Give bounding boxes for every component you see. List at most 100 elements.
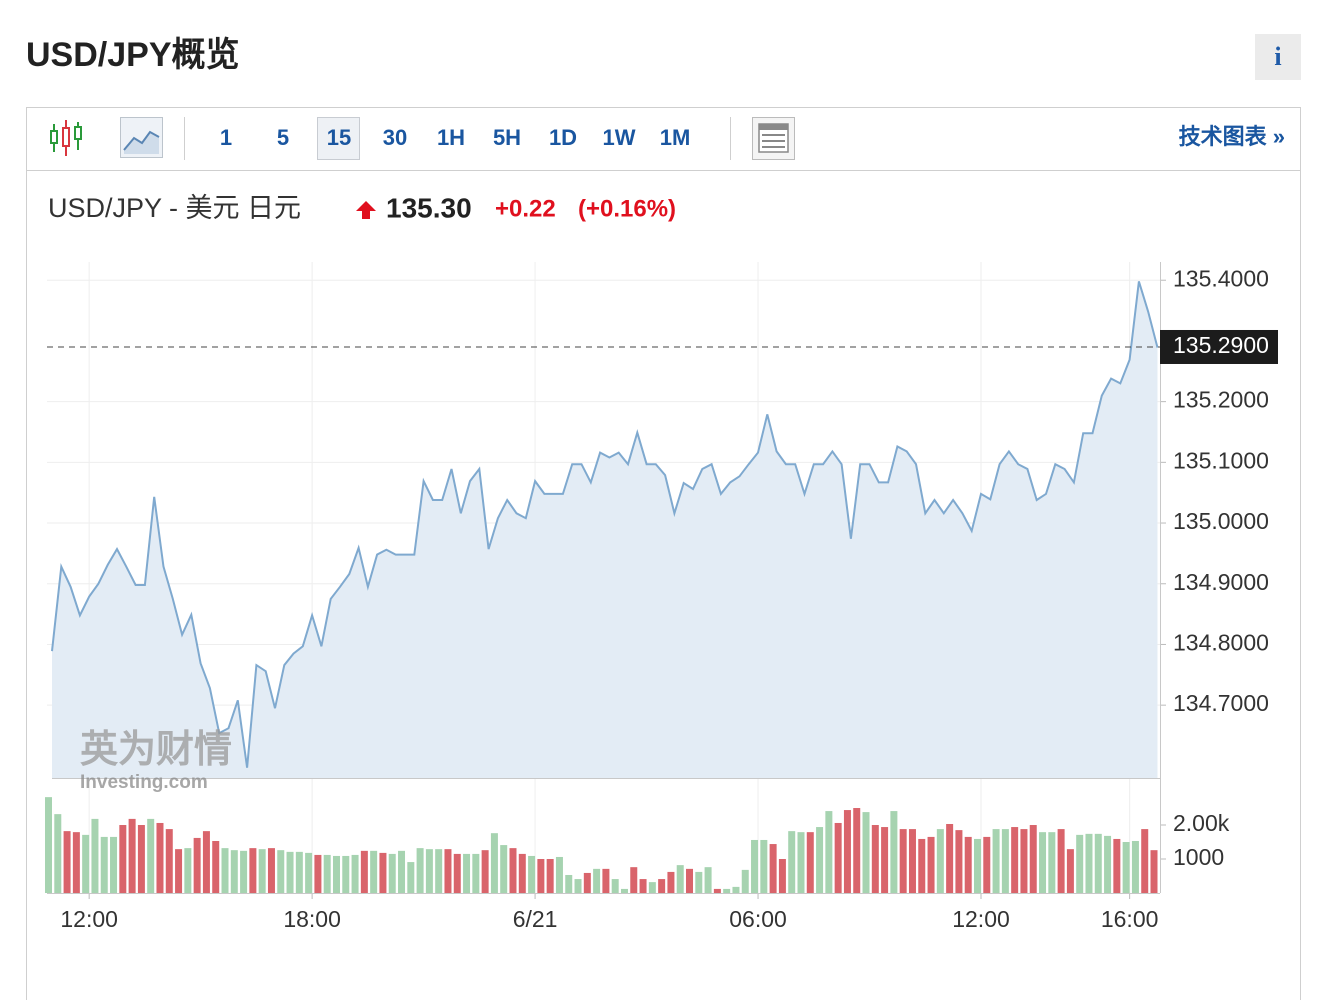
interval-button[interactable]: 30	[383, 125, 407, 150]
volume-bar	[546, 859, 554, 893]
volume-bar	[751, 839, 759, 893]
volume-bar	[769, 844, 777, 893]
volume-bar	[230, 850, 238, 893]
interval-button[interactable]: 1D	[549, 125, 577, 150]
volume-bar	[1085, 833, 1093, 893]
volume-bar	[1048, 832, 1056, 893]
volume-bar	[1029, 825, 1037, 893]
volume-bar	[816, 827, 824, 893]
y-tick-label: 134.8000	[1173, 630, 1269, 656]
volume-bar	[788, 831, 796, 893]
active-interval-box	[317, 117, 360, 160]
volume-bar	[72, 832, 80, 893]
up-arrow	[356, 201, 376, 219]
volume-bar	[388, 853, 396, 893]
volume-bar	[537, 859, 545, 893]
technical-chart-link[interactable]: 技术图表 »	[1179, 124, 1285, 149]
x-tick-label: 6/21	[513, 906, 558, 932]
volume-bar	[992, 829, 1000, 893]
interval-button[interactable]: 1M	[660, 125, 691, 150]
volume-bar	[1150, 850, 1158, 893]
volume-bar	[240, 850, 248, 893]
volume-bar	[175, 849, 183, 893]
volume-bar	[648, 882, 656, 893]
volume-bar	[955, 830, 963, 893]
current-price-label: 135.2900	[1173, 332, 1269, 358]
volume-bar	[741, 869, 749, 893]
volume-bar	[602, 868, 610, 893]
volume-bar	[528, 855, 536, 893]
volume-bar	[1104, 835, 1112, 893]
y-tick-label: 134.9000	[1173, 569, 1269, 595]
volume-bar	[100, 836, 108, 893]
x-tick-label: 12:00	[60, 906, 118, 932]
volume-bar	[137, 825, 145, 893]
info-button[interactable]	[1255, 34, 1301, 80]
volume-bar	[128, 818, 136, 893]
volume-bar	[82, 834, 90, 893]
volume-bar	[332, 855, 340, 893]
price-area	[52, 281, 1158, 778]
interval-button[interactable]: 5	[277, 125, 289, 150]
last-price: 135.30	[386, 192, 472, 223]
volume-bar	[881, 827, 889, 893]
volume-bar	[918, 838, 926, 893]
volume-bar	[1020, 829, 1028, 893]
volume-bar	[630, 867, 638, 893]
volume-bar	[1066, 849, 1074, 893]
volume-bar	[54, 814, 62, 893]
volume-bar	[193, 837, 201, 893]
info-icon[interactable]: i	[1274, 42, 1281, 71]
price-change-percent: (+0.16%)	[578, 195, 676, 222]
volume-bar	[518, 853, 526, 893]
volume-bar	[964, 836, 972, 893]
volume-bar	[555, 856, 563, 893]
volume-bar	[1122, 842, 1130, 893]
volume-bar	[165, 829, 173, 893]
volume-bar	[360, 850, 368, 893]
volume-bar	[323, 854, 331, 893]
current-price-box	[1160, 329, 1278, 364]
volume-bar	[565, 874, 573, 893]
volume-bar	[435, 849, 443, 893]
volume-bar	[806, 832, 814, 893]
volume-bar	[927, 836, 935, 893]
volume-bar	[481, 850, 489, 893]
volume-bar	[1076, 834, 1084, 893]
volume-bar	[713, 888, 721, 893]
volume-bar	[1141, 829, 1149, 893]
interval-button[interactable]: 1W	[603, 125, 636, 150]
volume-bar	[946, 823, 954, 893]
volume-bar	[853, 808, 861, 893]
interval-button[interactable]: 1	[220, 125, 232, 150]
volume-bar	[658, 879, 666, 893]
interval-button[interactable]: 15	[327, 125, 351, 150]
volume-bar	[871, 825, 879, 893]
volume-bar	[184, 848, 192, 893]
volume-bar	[704, 867, 712, 893]
volume-bar	[1011, 827, 1019, 893]
volume-bar	[463, 853, 471, 893]
volume-bar	[453, 853, 461, 893]
volume-bar	[639, 879, 647, 893]
volume-bar	[407, 862, 415, 893]
volume-bar	[45, 797, 52, 893]
interval-button[interactable]: 1H	[437, 125, 465, 150]
candlestick-icon[interactable]	[50, 120, 82, 156]
volume-tick-label: 2.00k	[1173, 810, 1230, 836]
volume-tick-label: 1000	[1173, 844, 1224, 870]
x-tick-label: 16:00	[1101, 906, 1159, 932]
volume-bar	[370, 850, 378, 893]
volume-bar	[1039, 832, 1047, 893]
price-change: +0.22	[495, 195, 556, 222]
interval-button[interactable]: 5H	[493, 125, 521, 150]
volume-bar	[444, 849, 452, 893]
y-tick-label: 135.0000	[1173, 508, 1269, 534]
volume-bar	[1057, 829, 1065, 893]
line-chart-icon[interactable]	[120, 117, 163, 158]
volume-bar	[110, 836, 118, 893]
volume-bar	[611, 879, 619, 893]
table-icon[interactable]	[752, 117, 795, 160]
x-tick-label: 12:00	[952, 906, 1010, 932]
